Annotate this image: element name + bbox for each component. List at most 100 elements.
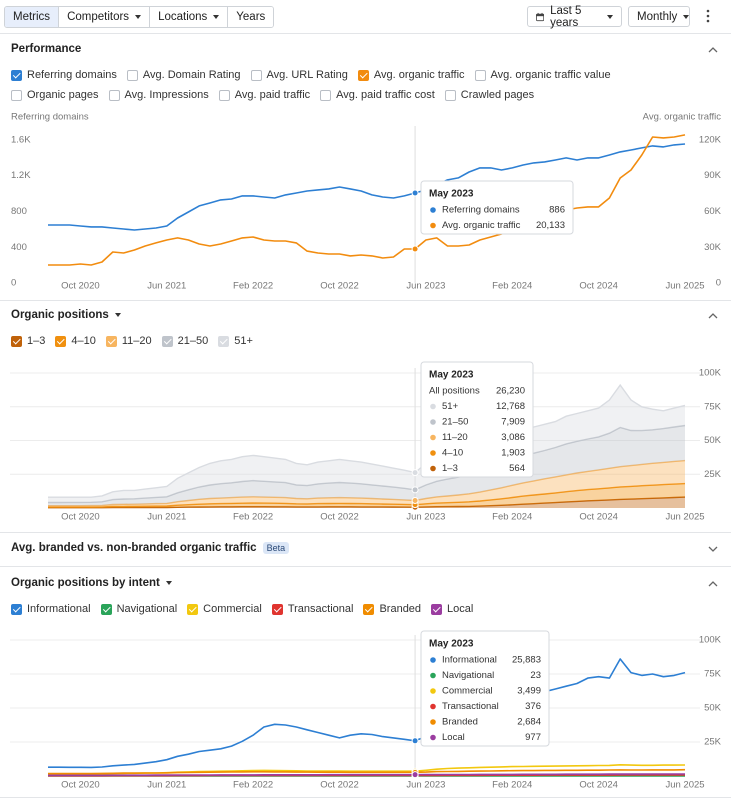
tooltip-row-name: All positions xyxy=(429,386,480,397)
tooltip-dot xyxy=(430,222,436,229)
checkbox[interactable] xyxy=(105,335,117,347)
toggle[interactable]: Referring domains xyxy=(11,69,117,81)
toggle-label: Avg. URL Rating xyxy=(266,69,348,81)
tooltip-row-value: 3,499 xyxy=(517,686,541,697)
interval-dropdown[interactable]: Monthly xyxy=(628,6,690,27)
tab[interactable]: Competitors xyxy=(59,7,151,27)
y-tick-label: 800 xyxy=(11,206,27,217)
period-label: Last 5 years xyxy=(550,4,582,29)
checkbox[interactable] xyxy=(11,89,22,101)
toggle[interactable]: 4–10 xyxy=(55,335,96,347)
y-tick-label: 100K xyxy=(699,635,722,646)
checkbox[interactable] xyxy=(218,89,230,101)
x-tick-label: Jun 2021 xyxy=(147,512,186,523)
checkbox[interactable] xyxy=(161,335,173,347)
series-line xyxy=(48,496,686,509)
toggle[interactable]: 21–50 xyxy=(161,335,208,347)
period-dropdown[interactable]: Last 5 years xyxy=(527,4,622,29)
tooltip-dot xyxy=(430,703,436,710)
tab-label: Locations xyxy=(158,11,208,23)
toggle-label: Organic pages xyxy=(27,89,99,101)
toggle[interactable]: 51+ xyxy=(218,335,253,347)
checkbox[interactable] xyxy=(218,335,230,347)
tooltip-title: May 2023 xyxy=(429,639,474,650)
x-tick-label: Feb 2022 xyxy=(233,780,273,791)
section-header[interactable]: Organic positions by intent xyxy=(11,577,172,589)
toggle-label: 1–3 xyxy=(27,335,46,347)
y-tick-label: 1.6K xyxy=(11,134,31,145)
collapse-chevron[interactable] xyxy=(708,312,718,319)
divider xyxy=(0,797,731,798)
series-line xyxy=(48,482,686,508)
y-tick-label: 75K xyxy=(704,401,722,412)
legend: 1–3 4–10 11–20 21–50 51+ xyxy=(11,335,253,347)
checkbox[interactable] xyxy=(444,89,456,101)
checkbox[interactable] xyxy=(431,603,443,615)
toggle[interactable]: 11–20 xyxy=(105,335,152,347)
collapse-chevron[interactable] xyxy=(708,46,718,53)
x-tick-label: Jun 2025 xyxy=(665,281,704,292)
checkbox[interactable] xyxy=(271,603,283,615)
checkbox[interactable] xyxy=(357,69,369,81)
tooltip-row-value: 3,086 xyxy=(501,432,525,443)
toggle[interactable]: Avg. paid traffic cost xyxy=(320,89,435,101)
x-tick-label: Jun 2025 xyxy=(665,512,704,523)
expand-chevron[interactable] xyxy=(708,546,718,553)
toggle[interactable]: Branded xyxy=(363,603,421,615)
toggle[interactable]: Organic pages xyxy=(11,89,99,101)
toggle[interactable]: Avg. Domain Rating xyxy=(126,69,241,81)
toggle-label: Commercial xyxy=(203,603,262,615)
y-tick-label: 0 xyxy=(11,278,16,289)
toggle[interactable]: Transactional xyxy=(271,603,353,615)
tooltip-dot xyxy=(430,719,436,725)
checkbox[interactable] xyxy=(100,603,112,615)
checkbox[interactable] xyxy=(11,69,22,81)
checkbox[interactable] xyxy=(187,603,199,615)
checkbox[interactable] xyxy=(11,335,22,347)
toggle[interactable]: Local xyxy=(431,603,473,615)
tab[interactable]: Years xyxy=(228,7,274,27)
toggle[interactable]: Avg. organic traffic xyxy=(357,69,465,81)
section-header[interactable]: Avg. branded vs. non-branded organic tra… xyxy=(11,542,290,554)
toggle-label: Navigational xyxy=(116,603,178,615)
toggle[interactable]: Avg. Impressions xyxy=(108,89,209,101)
checkbox[interactable] xyxy=(320,89,332,101)
collapse-chevron[interactable] xyxy=(708,580,718,587)
series-line xyxy=(48,658,686,769)
checkbox[interactable] xyxy=(363,603,375,615)
section-header[interactable]: Performance xyxy=(11,43,81,55)
tooltip-dot xyxy=(430,657,436,663)
toggle[interactable]: 1–3 xyxy=(11,335,45,347)
checkbox[interactable] xyxy=(474,69,486,81)
y-tick-label: 25K xyxy=(704,469,722,480)
toggle[interactable]: Avg. paid traffic xyxy=(218,89,310,101)
section-header[interactable]: Organic positions xyxy=(11,309,121,321)
toggle[interactable]: Informational xyxy=(11,603,91,615)
checkbox[interactable] xyxy=(11,603,22,615)
tab[interactable]: Metrics xyxy=(5,7,60,27)
checkbox[interactable] xyxy=(126,69,138,81)
x-tick-label: Oct 2024 xyxy=(579,281,618,292)
toggle[interactable]: Crawled pages xyxy=(444,89,534,101)
tooltip-dot xyxy=(430,419,436,425)
tab[interactable]: Locations xyxy=(150,7,229,27)
tooltip-dot xyxy=(430,734,436,741)
toggle[interactable]: Avg. organic traffic value xyxy=(474,69,611,81)
toggle[interactable]: Avg. URL Rating xyxy=(250,69,348,81)
toggle-label: 11–20 xyxy=(121,335,152,347)
series-area xyxy=(48,385,685,503)
hover-dot xyxy=(411,737,419,745)
x-tick-label: Feb 2022 xyxy=(233,512,273,523)
toggle-label: Local xyxy=(447,603,474,615)
y-tick-label: 50K xyxy=(704,703,722,714)
toggle[interactable]: Navigational xyxy=(100,603,178,615)
checkbox[interactable] xyxy=(108,89,120,101)
toggle[interactable]: Commercial xyxy=(187,603,262,615)
checkbox[interactable] xyxy=(55,335,67,347)
more-menu[interactable] xyxy=(705,9,711,23)
checkbox[interactable] xyxy=(250,69,262,81)
y-tick-label: 30K xyxy=(704,242,722,253)
tooltip-row-value: 564 xyxy=(509,463,525,474)
